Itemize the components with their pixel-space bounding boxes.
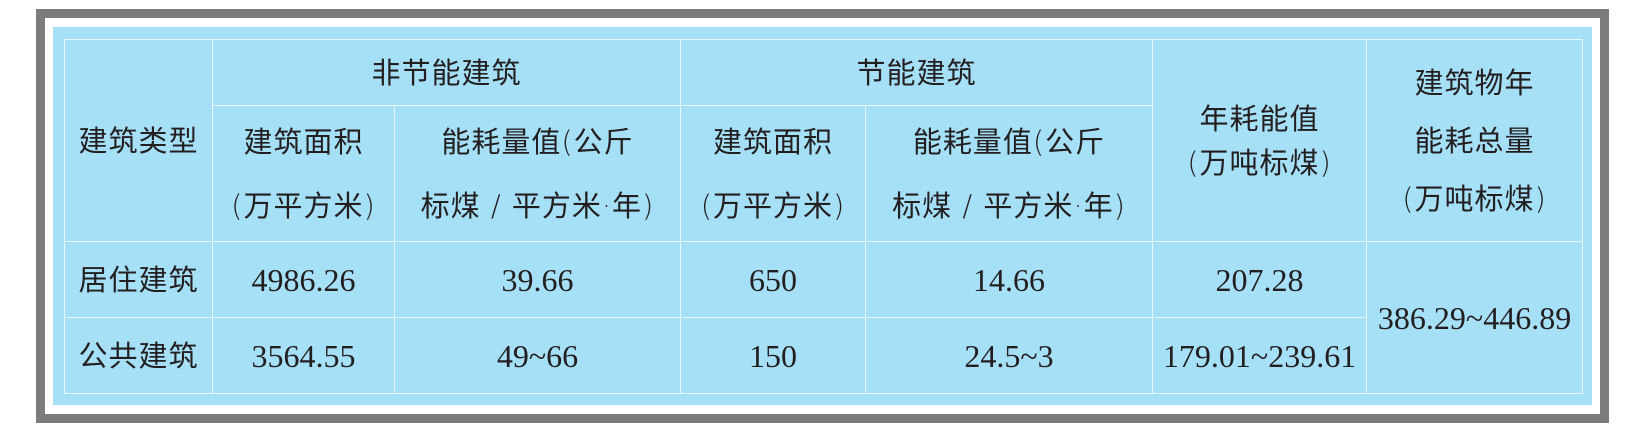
header-text: 能耗量值(公斤 [441,124,634,159]
header-row-1: 建筑类型 非节能建筑 节能建筑 年耗能值 (万吨标煤) 建筑物年 能耗总量 (万… [64,39,1584,242]
row-type: 居住建筑 [64,241,213,318]
header-text: (万吨标煤) [1402,181,1547,216]
header-energy-saving: 节能建筑 [680,39,1154,106]
header-text: 标煤 / 平方米·年) [420,188,655,223]
header-es-area: 建筑面积 (万平方米) [680,105,867,242]
header-es-intensity: 能耗量值(公斤 标煤 / 平方米·年) [865,105,1154,242]
es-intensity-cell: 24.5~3 [865,317,1154,394]
header-non-area: 建筑面积 (万平方米) [212,105,395,242]
es-area-cell: 150 [680,317,867,394]
header-text: 标煤 / 平方米·年) [892,188,1126,223]
header-total-consumption: 建筑物年 能耗总量 (万吨标煤) [1366,39,1584,242]
energy-consumption-table: 建筑类型 非节能建筑 节能建筑 年耗能值 (万吨标煤) 建筑物年 能耗总量 (万… [64,39,1584,394]
annual-cell: 207.28 [1152,241,1368,318]
header-text: 年耗能值 [1199,101,1320,136]
table-row: 公共建筑 3564.55 49~66 150 24.5~3 179.01~239… [64,317,1583,394]
header-text: 能耗量值(公斤 [912,124,1106,159]
header-text: (万平方米) [231,188,376,223]
non-area-cell: 3564.55 [212,317,395,394]
header-text: (万平方米) [700,188,846,223]
header-text: (万吨标煤) [1187,145,1332,180]
header-non-energy-saving: 非节能建筑 [211,39,682,106]
header-building-type: 建筑类型 [64,39,213,242]
header-non-intensity: 能耗量值(公斤 标煤 / 平方米·年) [393,105,682,242]
es-area-cell: 650 [680,241,867,318]
total-cell: 386.29~446.89 [1366,241,1584,394]
header-annual-consumption: 年耗能值 (万吨标煤) [1152,39,1368,242]
table-row: 居住建筑 4986.26 39.66 650 14.66 207.28 386.… [64,241,1584,394]
header-text: 能耗总量 [1414,123,1535,158]
es-intensity-cell: 14.66 [865,241,1154,318]
header-text: 建筑面积 [243,124,364,159]
non-area-cell: 4986.26 [212,241,395,318]
header-row-2: 建筑面积 (万平方米) 能耗量值(公斤 标煤 / 平方米·年) 建筑面积 (万平… [65,105,1583,242]
non-intensity-cell: 49~66 [393,317,682,394]
non-intensity-cell: 39.66 [393,241,682,318]
header-text: 建筑面积 [713,124,834,159]
row-type: 公共建筑 [64,317,213,394]
header-text: 建筑物年 [1414,65,1535,100]
annual-cell: 179.01~239.61 [1152,317,1368,394]
